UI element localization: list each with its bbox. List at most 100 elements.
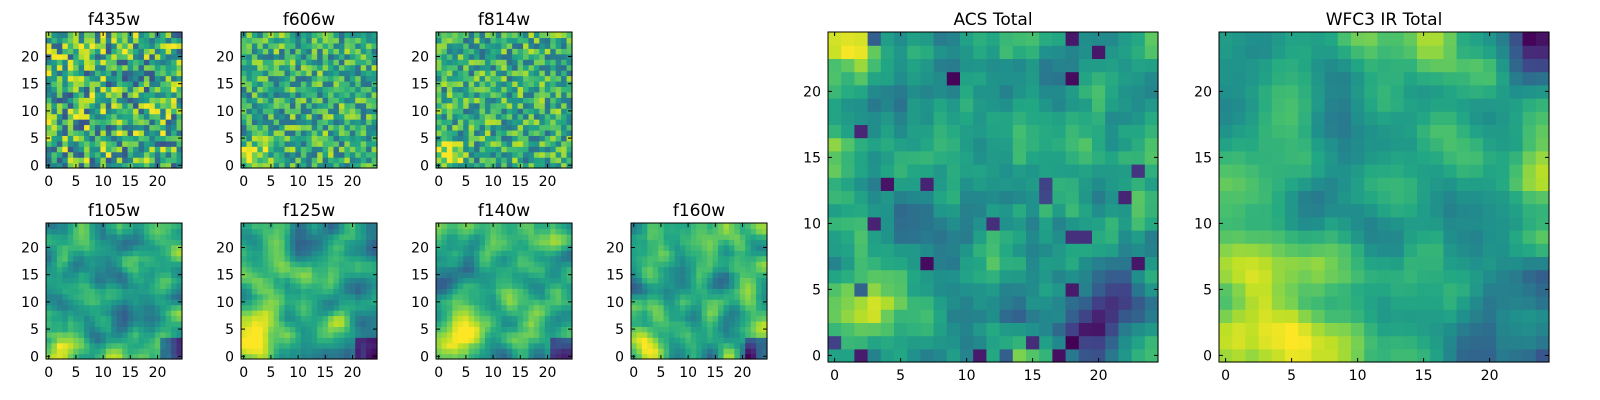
heatmap-cell [51,102,58,109]
heatmap-cell [165,119,172,126]
heatmap-cell [171,91,178,98]
heatmap-cell [366,70,373,77]
heatmap-cell [67,293,74,300]
heatmap-cell [46,75,53,82]
heatmap-cell [544,228,551,235]
heatmap-cell [479,102,486,109]
heatmap-cell [533,59,540,66]
heatmap-cell [89,250,96,257]
heatmap-cell [690,277,697,284]
heatmap-cell [366,315,373,322]
heatmap-cell [73,337,80,344]
heatmap-cell [366,282,373,289]
heatmap-cell [946,177,961,191]
heatmap-cell [56,348,63,355]
heatmap-cell [289,320,296,327]
heatmap-cell [894,348,908,363]
heatmap-cell [501,261,508,268]
heatmap-cell [273,86,280,93]
heatmap-cell [89,255,96,262]
heatmap-cell [122,151,129,158]
heatmap-cell [176,282,183,289]
heatmap-cell [506,151,513,158]
heatmap-cell [78,288,85,295]
heatmap-cell [539,304,546,311]
heatmap-cell [338,70,345,77]
heatmap-cell [523,162,530,169]
heatmap-cell [344,320,351,327]
heatmap-cell [544,326,551,333]
heatmap-cell [295,255,302,262]
heatmap-cell [441,42,448,49]
heatmap-cell [333,348,340,355]
heatmap-cell [533,135,540,142]
heatmap-cell [333,239,340,246]
heatmap-cell [920,190,935,205]
heatmap-cell [490,86,497,93]
heatmap-cell [1092,243,1106,257]
heatmap-cell [46,37,53,44]
heatmap-cell [1092,216,1106,231]
heatmap-cell [111,113,118,120]
heatmap-cell [561,108,568,115]
heatmap-cell [328,353,335,360]
heatmap-cell [127,157,134,164]
heatmap-cell [441,223,448,230]
heatmap-cell [73,37,80,44]
heatmap-cell [512,337,519,344]
heatmap-cell [528,48,535,55]
heatmap-cell [273,348,280,355]
heatmap-cell [517,124,524,131]
heatmap-cell [333,271,340,278]
heatmap-cell [246,42,253,49]
heatmap-cell [544,282,551,289]
heatmap-cell [663,233,670,240]
heatmap-cell [73,146,80,153]
heatmap-cell [154,228,161,235]
heatmap-cell [122,64,129,71]
heatmap-cell [328,157,335,164]
heatmap-cell [728,288,735,295]
heatmap-cell [474,59,481,66]
heatmap-cell [344,53,351,60]
x-tick-label: 0 [239,365,248,381]
heatmap-cell [533,119,540,126]
heatmap-cell [56,331,63,338]
heatmap-cell [490,59,497,66]
heatmap-cell [73,86,80,93]
heatmap-cell [127,108,134,115]
heatmap-cell [566,91,573,98]
heatmap-cell [512,233,519,240]
heatmap-cell [652,233,659,240]
heatmap-cell [566,59,573,66]
heatmap-cell [306,64,313,71]
heatmap-cell [490,244,497,251]
heatmap-cell [533,342,540,349]
heatmap-cell [94,310,101,317]
heatmap-cell [828,190,842,205]
heatmap-cell [311,250,318,257]
heatmap-cell [474,140,481,147]
heatmap-cell [750,348,757,355]
heatmap-cell [94,288,101,295]
heatmap-cell [474,239,481,246]
heatmap-cell [78,135,85,142]
heatmap-cell [257,277,264,284]
heatmap-cell [262,32,269,39]
heatmap-cell [46,42,53,49]
heatmap-cell [328,228,335,235]
heatmap-cell [701,233,708,240]
heatmap-cell [728,293,735,300]
heatmap-cell [149,113,156,120]
heatmap-cell [338,59,345,66]
heatmap-cell [452,151,459,158]
heatmap-cell [89,326,96,333]
heatmap-cell [658,266,665,273]
heatmap-cell [122,146,129,153]
heatmap-cell [490,282,497,289]
heatmap-cell [663,277,670,284]
heatmap-cell [1131,203,1146,218]
heatmap-cell [100,97,107,104]
heatmap-cell [138,299,145,306]
f435w-axes-frame [45,31,183,169]
